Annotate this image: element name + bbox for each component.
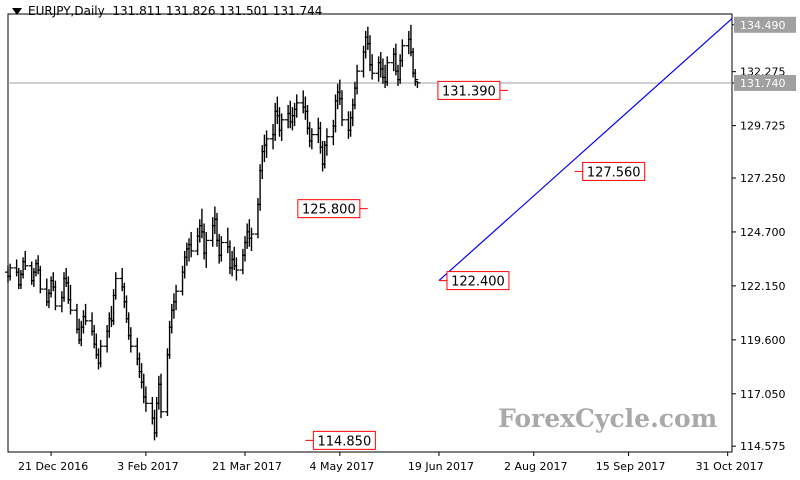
annotation-box (312, 430, 376, 450)
y-tick-label: 129.725 (740, 120, 786, 133)
support-trendline (438, 18, 733, 282)
y-tick-label: 119.600 (740, 334, 786, 347)
x-tick-label: 31 Oct 2017 (696, 460, 764, 473)
annotation-box (582, 161, 646, 181)
watermark: ForexCycle.com (498, 404, 718, 433)
price-tag (734, 74, 796, 91)
x-tick-label: 21 Dec 2016 (18, 460, 88, 473)
price-tag (734, 16, 796, 33)
annotation-label: 127.560 (587, 165, 641, 180)
x-tick-label: 15 Sep 2017 (596, 460, 666, 473)
chart-menu-icon[interactable] (12, 8, 22, 15)
annotation-label: 122.400 (451, 275, 505, 290)
annotation-box (446, 271, 510, 291)
price-tag-label: 134.490 (740, 19, 786, 32)
y-tick-label: 117.050 (740, 388, 786, 401)
price-tag-label: 131.740 (740, 77, 786, 90)
annotation-label: 131.390 (442, 84, 496, 99)
annotation-box (437, 80, 501, 100)
plot-frame (7, 13, 733, 453)
y-tick-label: 114.575 (740, 440, 786, 453)
x-tick-label: 21 Mar 2017 (212, 460, 282, 473)
annotation-label: 125.800 (302, 203, 356, 218)
y-tick-label: 124.700 (740, 226, 786, 239)
annotation-box (297, 199, 361, 219)
x-tick-label: 2 Aug 2017 (504, 460, 567, 473)
annotation-label: 114.850 (317, 434, 371, 449)
x-tick-label: 19 Jun 2017 (408, 460, 474, 473)
x-tick-label: 4 May 2017 (309, 460, 374, 473)
x-tick-label: 3 Feb 2017 (117, 460, 178, 473)
y-tick-label: 127.250 (740, 172, 786, 185)
y-tick-label: 122.150 (740, 280, 786, 293)
